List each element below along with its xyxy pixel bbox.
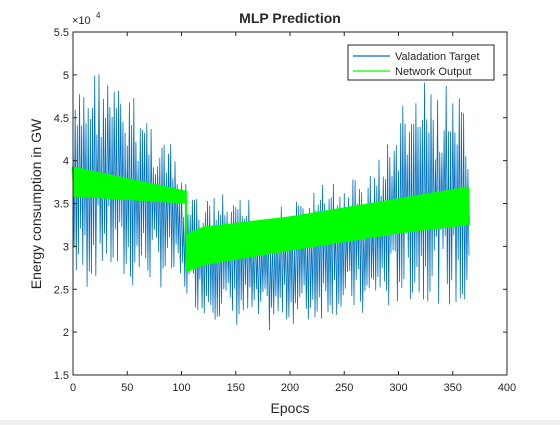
legend-label-valadation-target: Valadation Target — [395, 51, 480, 63]
series-valadation-target — [72, 74, 470, 331]
plot-series — [71, 74, 471, 331]
x-tick-label: 350 — [444, 382, 462, 394]
y-tick-label: 3.5 — [54, 199, 69, 211]
series-network-output — [71, 166, 471, 273]
x-tick-label: 300 — [389, 382, 407, 394]
y-tick-label: 1.5 — [54, 370, 69, 382]
y-tick-label: 2.5 — [54, 284, 69, 296]
x-axis-label: Epocs — [271, 400, 310, 416]
x-tick-label: 250 — [335, 382, 353, 394]
x-axis: 0 50 100 150 200 250 300 350 400 — [70, 32, 516, 394]
legend-box — [347, 44, 495, 81]
x-tick-label: 150 — [227, 382, 245, 394]
legend-label-network-output: Network Output — [395, 66, 471, 78]
x-tick-label: 400 — [498, 382, 516, 394]
x-tick-label: 200 — [281, 382, 299, 394]
y-tick-label: 3 — [63, 241, 69, 253]
y-axis-label: Energy consumption in GW — [28, 118, 44, 289]
y-tick-label: 5.5 — [54, 27, 69, 39]
exponent-base: ×10 — [72, 15, 91, 27]
y-tick-label: 4 — [63, 156, 69, 168]
legend: Valadation Target Network Output — [347, 44, 495, 81]
y-tick-label: 2 — [63, 327, 69, 339]
y-tick-label: 4.5 — [54, 113, 69, 125]
y-tick-label: 5 — [63, 70, 69, 82]
exponent-power: 4 — [96, 11, 101, 20]
chart-title: MLP Prediction — [239, 10, 341, 26]
exponent-label: ×10 4 — [72, 11, 101, 27]
x-tick-label: 50 — [121, 382, 133, 394]
x-tick-label: 0 — [70, 382, 76, 394]
y-axis: 1.5 2 2.5 3 3.5 4 4.5 5 5.5 — [54, 27, 507, 382]
x-tick-label: 100 — [172, 382, 190, 394]
